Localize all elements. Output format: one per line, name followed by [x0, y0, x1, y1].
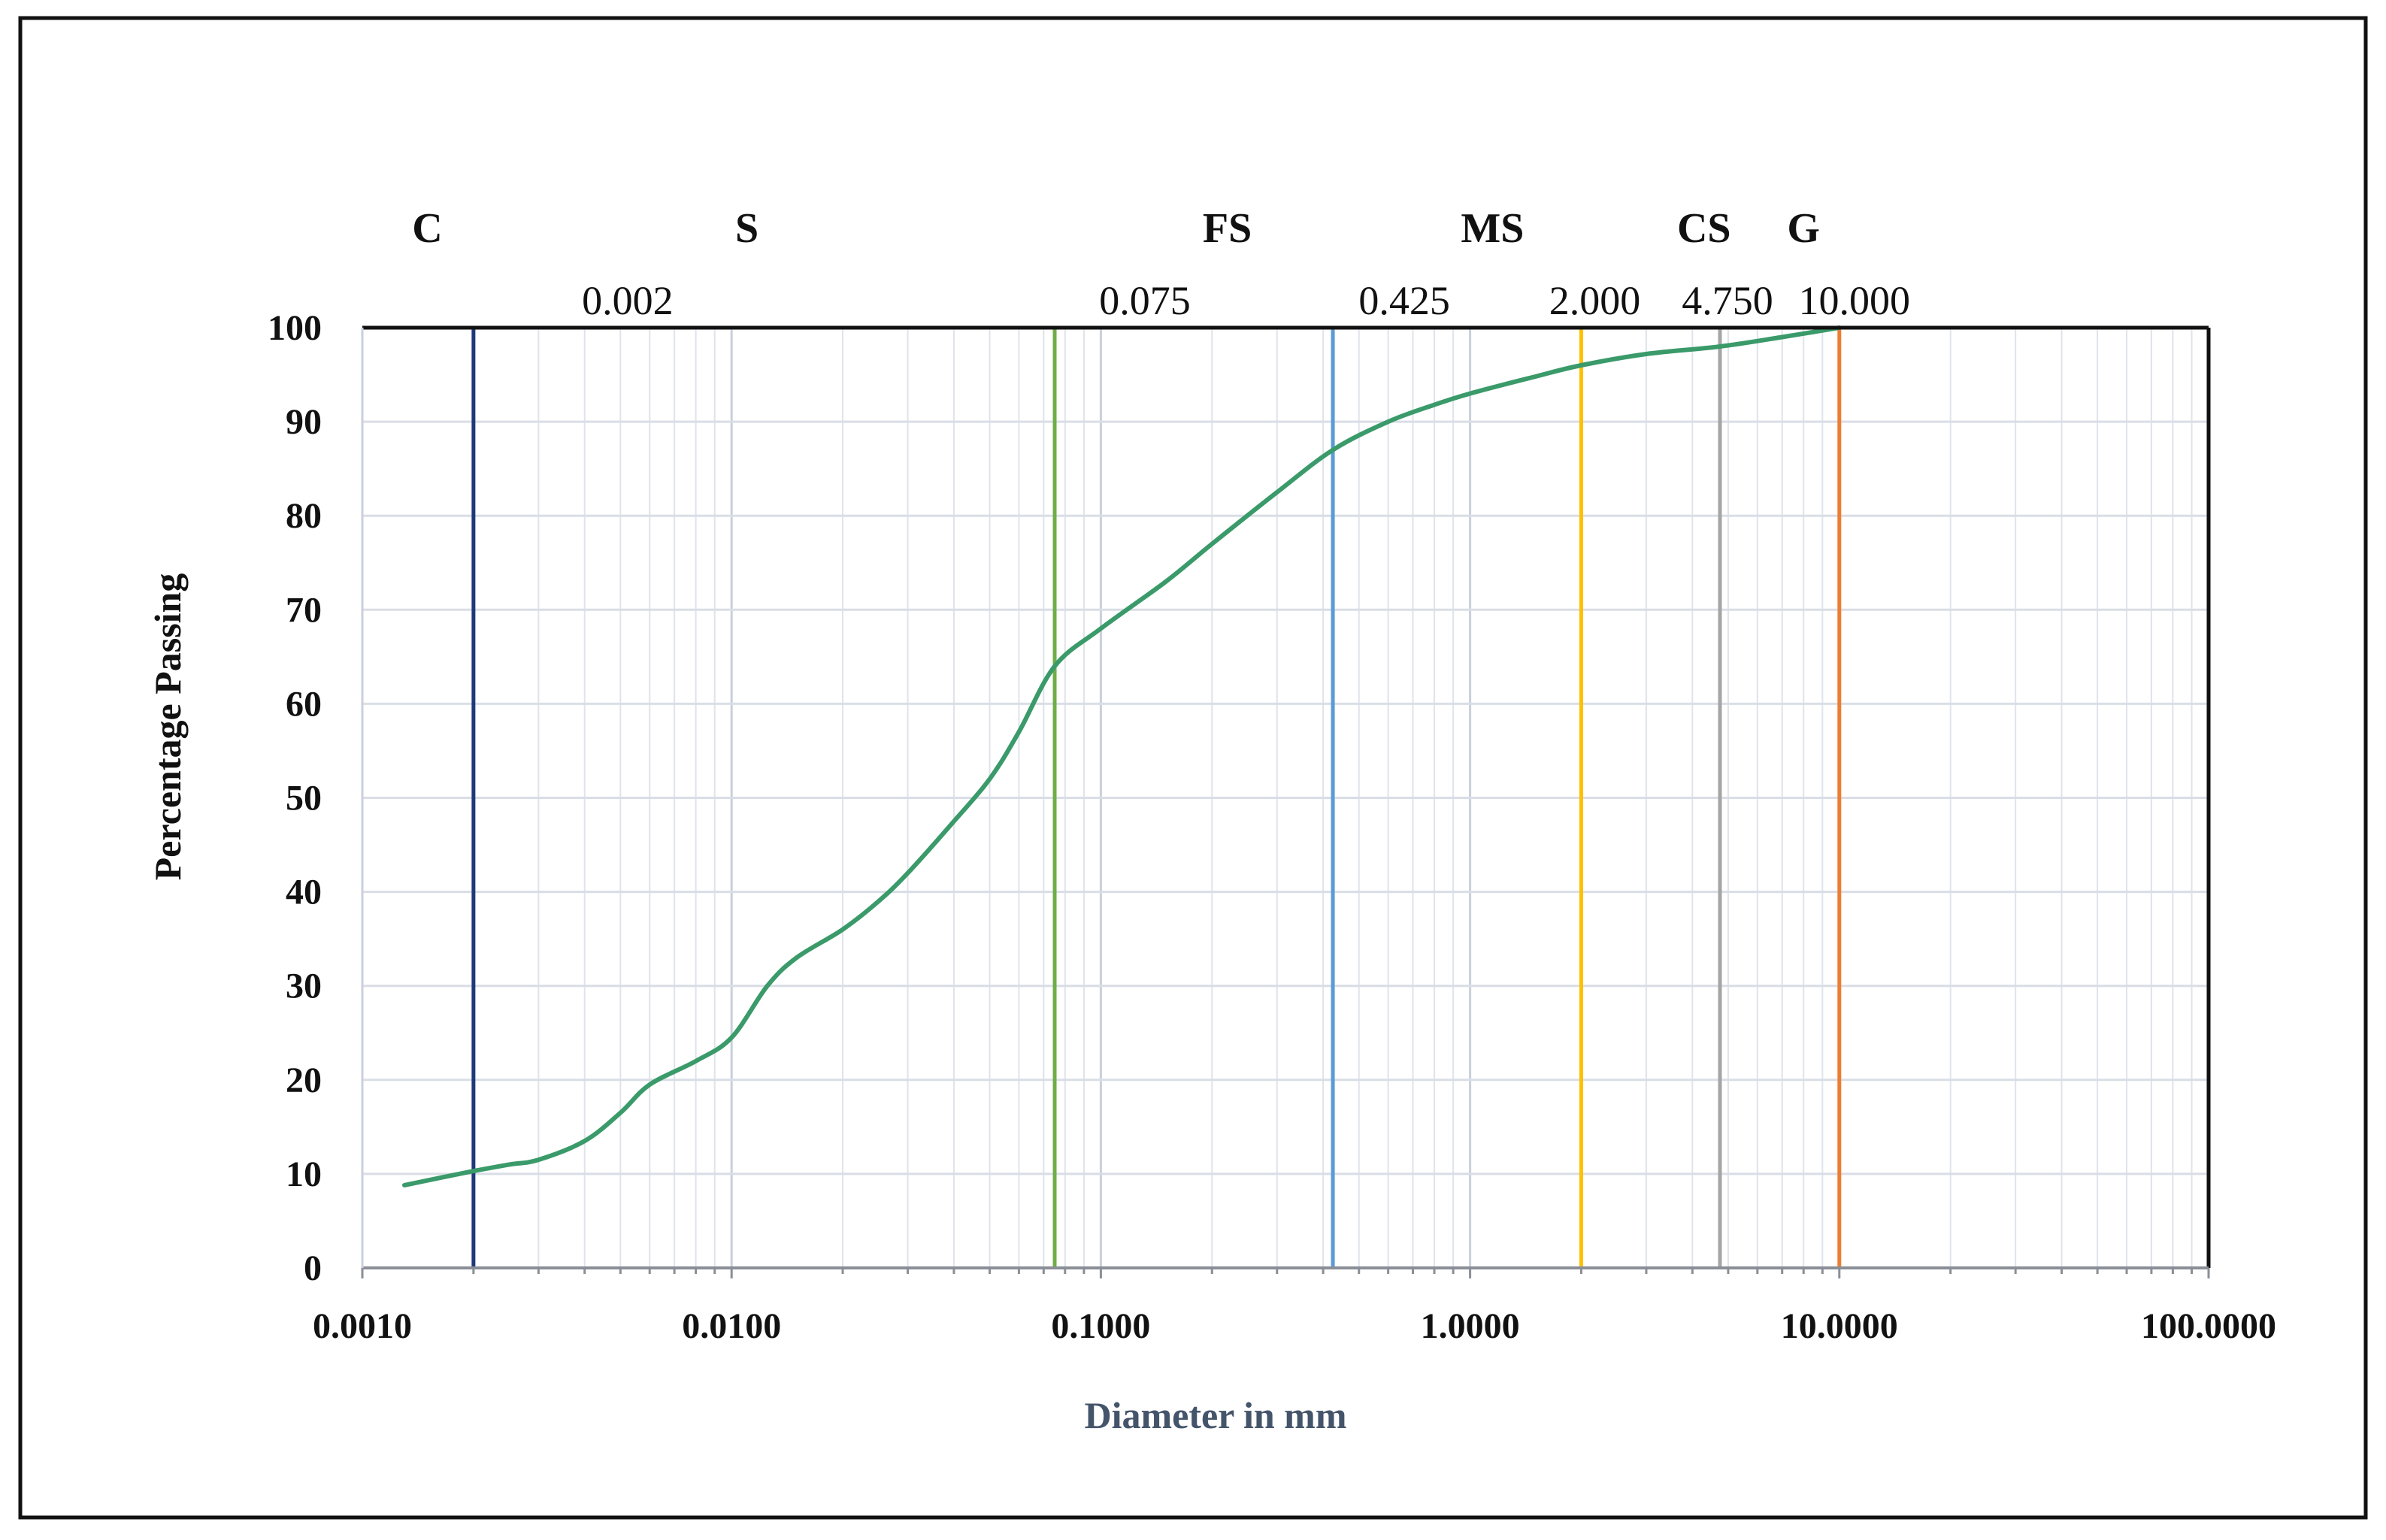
y-tick-label: 40	[286, 873, 322, 912]
boundary-label-0.425: 0.425	[1358, 278, 1450, 323]
y-tick-label: 0	[304, 1248, 322, 1288]
boundary-lines	[471, 328, 1842, 1268]
y-tick-label: 30	[286, 967, 322, 1006]
y-tick-label: 100	[268, 308, 322, 348]
y-tick-label: 60	[286, 684, 322, 724]
gradation-curve	[402, 325, 1842, 1188]
y-axis-title: Percentage Passing	[147, 573, 189, 881]
y-tick-label: 90	[286, 402, 322, 442]
x-axis-title: Diameter in mm	[1085, 1394, 1347, 1436]
zone-label-G: G	[1787, 205, 1820, 252]
x-tick-label: 10.0000	[1781, 1306, 1898, 1346]
y-tick-label: 10	[286, 1154, 322, 1194]
boundary-label-2.000: 2.000	[1549, 278, 1641, 323]
zone-label-FS: FS	[1203, 205, 1252, 252]
x-tick-label: 1.0000	[1421, 1306, 1520, 1346]
x-tick-label: 0.0100	[682, 1306, 781, 1346]
grid-lines	[361, 326, 2209, 1268]
zone-label-C: C	[412, 205, 442, 252]
x-tick-label: 0.1000	[1051, 1306, 1150, 1346]
x-tick-labels: 0.0010 0.0100 0.1000 1.0000 10.0000 100.0000	[313, 1306, 2276, 1346]
zone-labels: C S FS MS CS G	[412, 205, 1820, 252]
y-tick-label: 80	[286, 496, 322, 536]
series-line	[402, 325, 1842, 1188]
boundary-labels: 0.002 0.075 0.425 2.000 4.750 10.000	[582, 278, 1910, 323]
x-tick-label: 0.0010	[313, 1306, 412, 1346]
y-tick-label: 70	[286, 590, 322, 630]
boundary-label-0.075: 0.075	[1099, 278, 1191, 323]
x-tick-label: 100.0000	[2141, 1306, 2276, 1346]
y-tick-labels: 0 10 20 30 40 50 60 70 80 90 100	[268, 308, 322, 1288]
y-tick-label: 50	[286, 779, 322, 818]
zone-label-CS: CS	[1677, 205, 1731, 252]
zone-label-MS: MS	[1461, 205, 1524, 252]
figure-frame	[18, 16, 2368, 1520]
y-tick-label: 20	[286, 1060, 322, 1100]
boundary-label-10.000: 10.000	[1799, 278, 1911, 323]
plot-frame	[361, 325, 2211, 1278]
boundary-label-0.002: 0.002	[582, 278, 674, 323]
zone-label-S: S	[735, 205, 758, 252]
boundary-label-4.750: 4.750	[1682, 278, 1773, 323]
